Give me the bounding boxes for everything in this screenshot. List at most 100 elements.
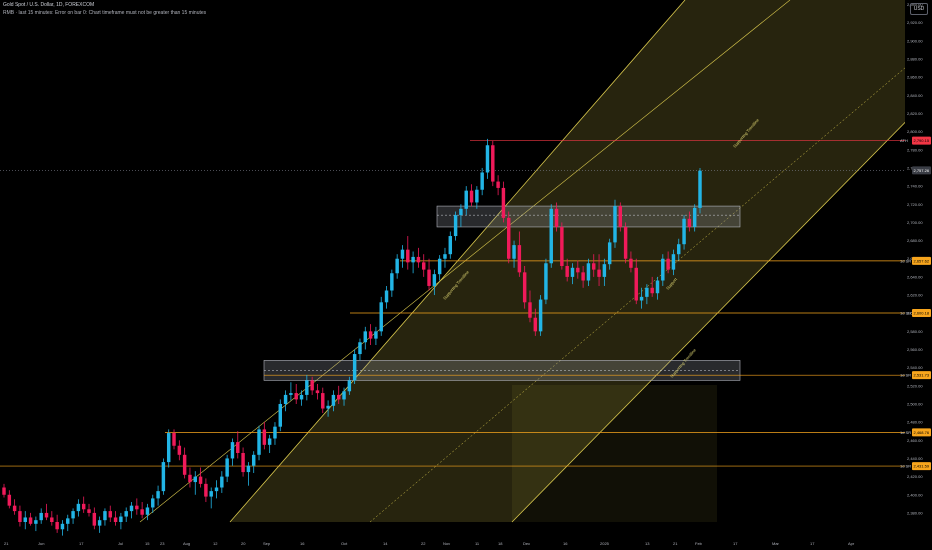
candle-body <box>576 267 580 273</box>
candle-body <box>156 491 160 499</box>
time-axis-label: Oct <box>341 541 348 546</box>
candle-body <box>119 516 123 522</box>
time-axis-label: Jun <box>38 541 44 546</box>
candle-body <box>368 331 373 339</box>
candle-body <box>544 263 548 300</box>
candle-body <box>204 483 208 497</box>
candles <box>2 138 702 536</box>
candle-body <box>103 511 107 521</box>
price-scale[interactable]: 2,940.00 2,920.00 2,900.00 2,880.00 2,860.00… <box>905 0 932 550</box>
candle-body <box>666 258 670 270</box>
candle-body <box>597 269 601 277</box>
time-axis-label: 15 <box>145 541 150 546</box>
candle-body <box>87 509 91 513</box>
candle-body <box>34 520 38 524</box>
candle-body <box>23 517 27 522</box>
candle-body <box>507 217 511 259</box>
candle-body <box>475 189 479 203</box>
horizontal-levels <box>0 140 905 467</box>
candle-body <box>692 207 697 227</box>
candle-body <box>464 190 468 209</box>
candle-body <box>528 302 532 318</box>
candle-body <box>570 267 575 277</box>
candle-body <box>230 442 235 459</box>
candle-body <box>18 511 22 522</box>
candle-body <box>592 263 596 270</box>
price-tick-label: 2,940.00 <box>907 2 923 7</box>
candle-body <box>491 145 495 182</box>
price-tick-label: 2,720.00 <box>907 202 923 207</box>
price-tick-label: 2,900.00 <box>907 38 923 43</box>
candle-body <box>220 476 224 488</box>
candle-body <box>326 405 330 409</box>
candle-body <box>634 267 638 301</box>
price-tick-label: 2,640.00 <box>907 274 923 279</box>
candle-body <box>437 258 442 275</box>
candle-body <box>554 208 559 227</box>
time-axis-label: Apr <box>848 541 855 546</box>
candle-body <box>145 507 150 515</box>
candle-body <box>262 429 267 445</box>
price-tick-label: 2,680.00 <box>907 238 923 243</box>
price-tick-label: 2,420.00 <box>907 474 923 479</box>
price-tick-label: 2,440.00 <box>907 456 923 461</box>
candle-body <box>661 258 665 281</box>
candle-body <box>241 453 245 473</box>
time-axis-label: Mar <box>772 541 780 546</box>
symbol-title[interactable]: Gold Spot / U.S. Dollar, 1D, FOREXCOM <box>3 2 95 8</box>
candle-body <box>427 269 431 286</box>
time-axis-label: Dec <box>523 541 530 546</box>
candle-body <box>76 503 81 512</box>
price-tick-label: 2,620.00 <box>907 293 923 298</box>
candle-body <box>639 296 644 301</box>
candle-body <box>305 380 309 395</box>
candle-body <box>432 274 437 286</box>
candle-body <box>650 287 654 294</box>
candle-body <box>251 454 256 466</box>
candle-body <box>315 390 320 394</box>
price-tick-label: 2,520.00 <box>907 383 923 388</box>
candle-body <box>182 454 187 475</box>
time-axis-label: 21 <box>673 541 678 546</box>
time-axis-label: 18 <box>498 541 503 546</box>
candle-body <box>453 215 458 237</box>
candle-body <box>283 394 288 404</box>
candle-body <box>406 249 410 263</box>
candle-body <box>129 505 134 512</box>
candle-body <box>342 391 346 400</box>
candle-body <box>28 517 33 524</box>
candle-body <box>645 287 649 297</box>
candle-body <box>374 331 378 339</box>
candle-body <box>480 172 484 190</box>
candle-body <box>496 181 500 188</box>
candle-body <box>278 403 283 427</box>
candle-body <box>549 208 553 264</box>
candle-body <box>602 264 607 277</box>
candle-body <box>443 254 447 259</box>
candle-body <box>81 503 86 510</box>
candle-body <box>501 187 506 218</box>
candle-body <box>257 429 261 455</box>
candle-body <box>586 263 591 281</box>
time-axis-label: 21 <box>4 541 9 546</box>
candle-body <box>267 438 272 445</box>
price-tick-label: 2,700.00 <box>907 220 923 225</box>
time-axis-label: Nov <box>443 541 450 546</box>
candle-body <box>613 206 617 243</box>
candle-body <box>687 218 692 227</box>
candle-body <box>44 512 49 518</box>
price-tick-label: 2,580.00 <box>907 329 923 334</box>
time-axis-label: 12 <box>213 541 218 546</box>
candle-body <box>140 509 144 515</box>
time-axis-label: 20 <box>241 541 246 546</box>
candle-body <box>352 354 357 381</box>
candle-body <box>677 244 681 255</box>
time-axis-label: Sep <box>263 541 271 546</box>
candle-body <box>533 317 538 332</box>
channel-fill-lower <box>512 385 717 522</box>
price-tick-label: 2,560.00 <box>907 347 923 352</box>
currency-button[interactable]: USD <box>910 3 928 15</box>
candle-body <box>512 245 516 259</box>
price-tick-label: 2,460.00 <box>907 438 923 443</box>
